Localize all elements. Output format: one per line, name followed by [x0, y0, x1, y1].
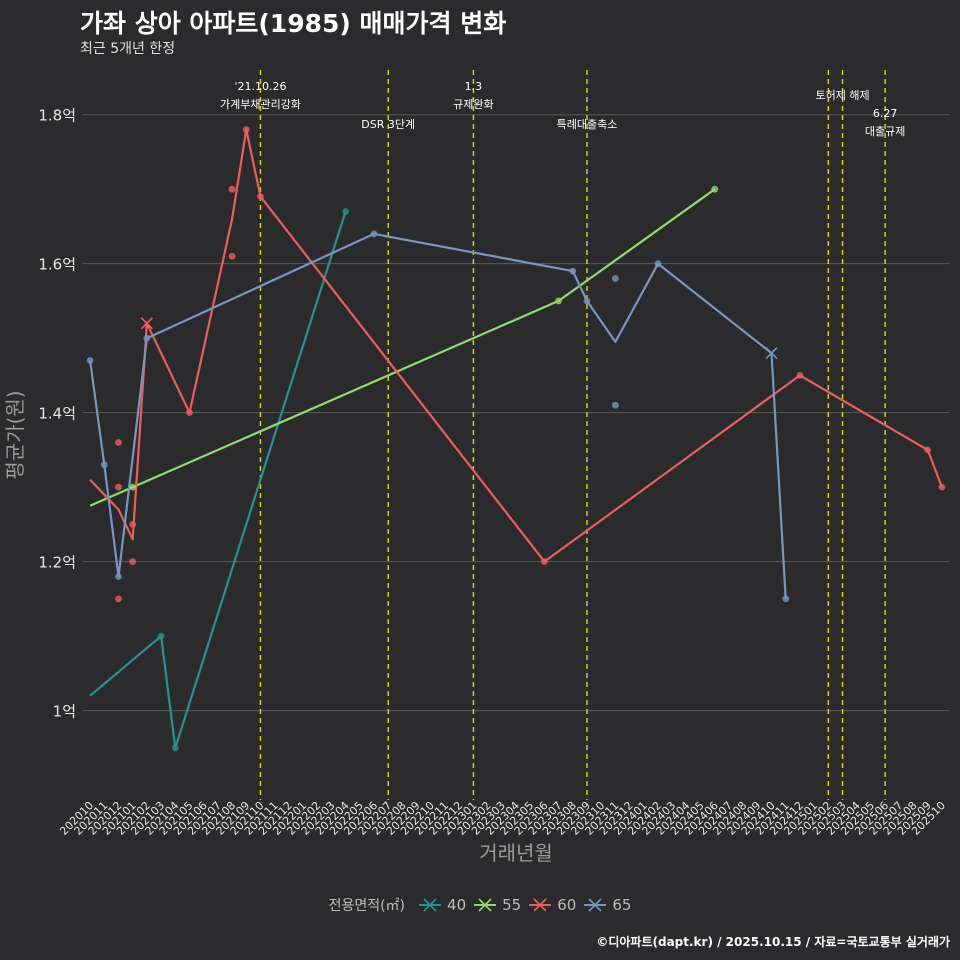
data-point-60 [228, 252, 236, 260]
data-point-60 [938, 483, 946, 491]
event-annotation: 1.3 [465, 80, 483, 93]
event-annotation: '21.10.26 [234, 80, 286, 93]
data-point-65 [569, 267, 577, 275]
data-point-55 [555, 297, 562, 305]
y-tick-label: 1억 [53, 703, 76, 721]
data-point-60 [115, 595, 122, 603]
legend-key-icon [474, 898, 497, 912]
cross-marker-65 [765, 346, 778, 360]
event-annotation: DSR 3단계 [361, 118, 415, 131]
event-annotation: 가계부채관리강화 [220, 98, 301, 111]
data-point-65 [100, 461, 108, 469]
data-point-60 [796, 372, 804, 379]
data-point-60 [257, 193, 264, 201]
series-line-65 [89, 232, 787, 599]
legend-label: 65 [612, 896, 632, 914]
data-point-60 [228, 185, 236, 193]
data-point-55 [129, 483, 137, 491]
legend-item-65: 65 [582, 895, 631, 915]
legend-key-icon [529, 898, 552, 912]
event-annotation: 토허제 해제 [815, 88, 869, 102]
data-point-65 [611, 275, 619, 282]
data-point-55 [711, 185, 719, 193]
y-tick-label: 1.8억 [38, 107, 76, 125]
data-point-60 [186, 409, 193, 417]
event-annotation: 대출규제 [865, 125, 905, 138]
legend-key-icon [584, 898, 607, 912]
data-point-60 [924, 446, 932, 454]
y-tick-label: 1.4억 [38, 405, 76, 423]
legend-key-stroke [478, 898, 492, 912]
data-point-60 [242, 126, 250, 133]
legend-key-stroke [423, 898, 437, 912]
legend-key-stroke [588, 898, 602, 912]
event-annotation: 규제완화 [453, 98, 493, 111]
data-point-65 [143, 334, 151, 342]
data-point-60 [115, 439, 122, 446]
cross-marker-60 [140, 317, 153, 330]
chart-subtitle: 최근 5개년 한정 [80, 41, 176, 57]
legend-label: 55 [502, 896, 522, 914]
x-axis-title: 거래년월 [479, 841, 553, 865]
source-caption: ©디아파트(dapt.kr) / 2025.10.15 / 자료=국토교통부 실… [596, 935, 950, 949]
y-tick-label: 1.6억 [38, 256, 76, 274]
data-point-60 [115, 483, 122, 491]
series-line-60 [89, 128, 943, 563]
data-point-65 [611, 401, 619, 409]
data-point-65 [86, 357, 94, 364]
legend-title: 전용면적(㎡) [328, 898, 406, 914]
cross-stroke [140, 317, 153, 330]
legend-label: 60 [557, 896, 577, 914]
legend-label: 40 [447, 896, 467, 914]
legend-item-40: 40 [417, 895, 466, 915]
data-point-60 [129, 558, 137, 566]
legend: 전용면적(㎡) 40 55 60 65 [0, 895, 960, 915]
data-point-65 [654, 260, 662, 268]
legend-key-stroke [533, 898, 547, 912]
data-point-65 [370, 230, 378, 238]
y-axis-title: 평균가(원) [3, 390, 27, 479]
data-point-65 [115, 573, 122, 580]
series-line-55 [89, 188, 716, 507]
legend-item-60: 60 [527, 895, 576, 915]
cross-stroke [765, 346, 778, 360]
data-point-40 [157, 632, 165, 640]
chart-title: 가좌 상아 아파트(1985) 매매가격 변화 [80, 9, 507, 38]
legend-item-55: 55 [472, 895, 521, 915]
data-point-40 [342, 208, 350, 215]
y-tick-label: 1.2억 [38, 554, 76, 572]
legend-key-icon [419, 898, 442, 912]
data-point-65 [583, 297, 591, 305]
data-point-40 [171, 744, 179, 752]
data-point-60 [540, 558, 548, 566]
data-point-60 [129, 520, 137, 528]
event-annotation: 특례대출축소 [557, 118, 618, 131]
event-annotation: 6.27 [873, 107, 898, 120]
data-point-65 [782, 595, 790, 603]
series-line-40 [89, 211, 347, 750]
